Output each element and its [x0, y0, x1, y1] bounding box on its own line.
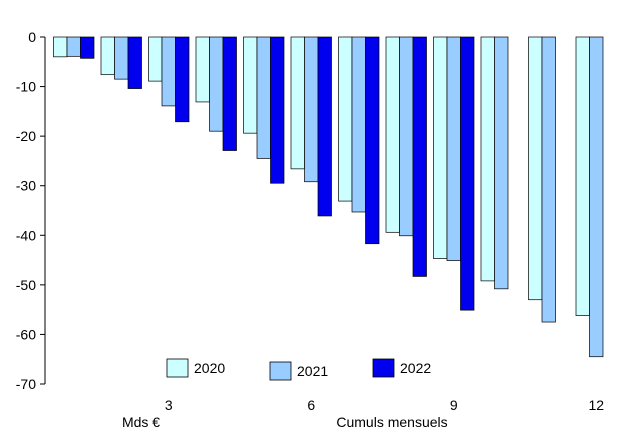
legend-item-2020: 2020	[166, 358, 225, 378]
x-tick-label: 3	[165, 397, 173, 413]
legend-label: 2022	[400, 360, 431, 376]
bar-2021-5	[256, 36, 271, 159]
series-2021	[66, 36, 604, 358]
bar-2020-12	[575, 36, 590, 316]
x-tick-label: 12	[588, 397, 604, 413]
bar-2021-1	[66, 36, 81, 57]
bar-2020-2	[100, 36, 115, 76]
series-2020	[53, 36, 590, 316]
y-tick-label: -10	[16, 79, 36, 95]
y-axis: 0 -10 -20 -30 -40 -50 -60 -70	[16, 29, 46, 392]
bar-2022-2	[127, 36, 142, 89]
y-axis-unit-label: Mds €	[122, 414, 160, 430]
bar-2021-3	[161, 36, 176, 107]
bar-2022-8	[412, 36, 427, 277]
bar-2022-9	[460, 36, 475, 311]
legend-item-2022: 2022	[372, 358, 431, 378]
bar-2020-1	[53, 36, 68, 58]
bar-2020-8	[385, 36, 400, 233]
bar-2020-5	[243, 36, 258, 134]
bar-2020-7	[338, 36, 353, 202]
y-tick-label: -20	[16, 128, 36, 144]
legend-swatch	[269, 361, 292, 381]
y-tick-label: -70	[16, 376, 36, 392]
bars	[53, 36, 604, 358]
bar-2021-12	[589, 36, 604, 358]
bar-2021-7	[351, 36, 366, 213]
x-tick-label: 6	[307, 397, 315, 413]
bar-2022-5	[270, 36, 285, 184]
bar-2020-6	[290, 36, 305, 170]
bar-2020-9	[433, 36, 448, 259]
bar-2020-11	[528, 36, 543, 301]
bar-2021-11	[541, 36, 556, 323]
bar-2021-8	[399, 36, 414, 237]
bar-2022-7	[365, 36, 380, 245]
series-2022	[80, 36, 475, 311]
bar-2021-9	[446, 36, 461, 261]
x-axis: 3 6 9 12	[165, 397, 604, 413]
bar-2021-2	[114, 36, 129, 80]
y-tick-label: -50	[16, 277, 36, 293]
y-tick-label: -40	[16, 227, 36, 243]
bar-2022-3	[175, 36, 190, 123]
bar-2021-4	[209, 36, 224, 132]
bar-2020-10	[480, 36, 495, 282]
bar-2022-6	[317, 36, 332, 217]
y-tick-label: -60	[16, 326, 36, 342]
legend: 2020 2021 2022	[166, 358, 431, 381]
bar-2022-4	[222, 36, 237, 151]
legend-label: 2021	[297, 363, 328, 379]
legend-swatch	[372, 358, 395, 378]
bar-2021-6	[304, 36, 319, 183]
legend-label: 2020	[194, 360, 225, 376]
legend-item-2021: 2021	[269, 361, 328, 381]
bar-2020-3	[148, 36, 163, 82]
y-tick-label: -30	[16, 178, 36, 194]
legend-swatch	[166, 358, 189, 378]
bar-2021-10	[494, 36, 509, 290]
x-tick-label: 9	[450, 397, 458, 413]
bar-2020-4	[195, 36, 210, 103]
y-tick-label: 0	[28, 29, 36, 45]
bar-2022-1	[80, 36, 95, 59]
x-axis-title: Cumuls mensuels	[336, 414, 447, 430]
